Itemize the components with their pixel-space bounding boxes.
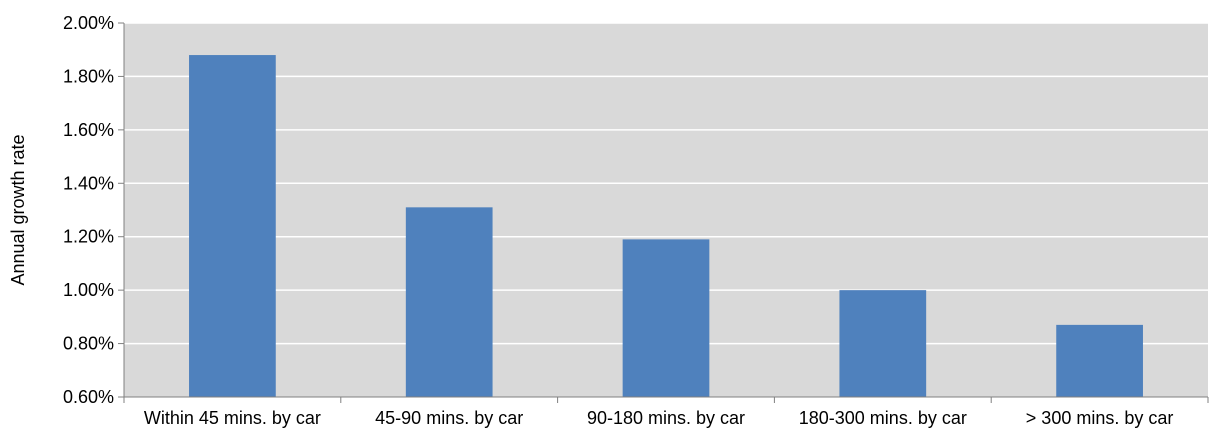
bar <box>405 207 493 397</box>
y-axis-title: Annual growth rate <box>8 134 28 285</box>
x-tick-label: Within 45 mins. by car <box>144 408 321 428</box>
y-tick-label: 1.60% <box>63 120 114 140</box>
x-tick-label: 45-90 mins. by car <box>375 408 523 428</box>
bar <box>189 55 276 398</box>
y-tick-label: 1.80% <box>63 66 114 86</box>
y-tick-label: 1.00% <box>63 280 114 300</box>
bar <box>1056 324 1143 397</box>
y-tick-label: 0.80% <box>63 334 114 354</box>
y-tick-label: 1.20% <box>63 227 114 247</box>
x-tick-label: 180-300 mins. by car <box>799 408 967 428</box>
bar <box>839 290 927 397</box>
bars <box>189 55 1143 398</box>
y-tick-label: 0.60% <box>63 387 114 407</box>
axes <box>123 23 1208 398</box>
x-tick-label: 90-180 mins. by car <box>587 408 745 428</box>
x-tick-label: > 300 mins. by car <box>1026 408 1174 428</box>
y-tick-labels: 0.60% 0.80% 1.00% 1.20% 1.40% 1.60% 1.80% 2.00% <box>63 13 124 407</box>
y-tick-label: 1.40% <box>63 173 114 193</box>
y-tick-label: 2.00% <box>63 13 114 33</box>
x-tick-labels: Within 45 mins. by car 45-90 mins. by car… <box>123 397 1209 428</box>
bar <box>622 239 710 397</box>
